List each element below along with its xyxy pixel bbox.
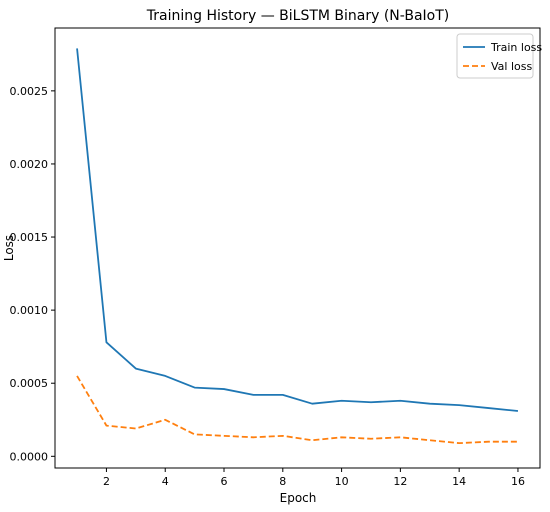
y-axis-label: Loss: [2, 235, 16, 261]
legend-box: [456, 33, 534, 79]
x-tick-label: 10: [335, 475, 349, 488]
y-tick-label: 0.0020: [10, 158, 49, 171]
x-tick-label: 16: [511, 475, 525, 488]
x-axis-label: Epoch: [280, 491, 317, 505]
x-tick-label: 4: [162, 475, 169, 488]
plot-area: [54, 27, 541, 469]
legend-label: Val loss: [491, 60, 532, 73]
legend-label: Train loss: [490, 41, 542, 54]
x-tick-label: 12: [393, 475, 407, 488]
x-tick-label: 14: [452, 475, 466, 488]
series-line-train-loss: [76, 48, 519, 412]
y-tick-label: 0.0025: [10, 85, 49, 98]
legend: Train loss Val loss: [456, 33, 542, 79]
y-tick-label: 0.0015: [10, 231, 49, 244]
series-layer: [76, 48, 519, 445]
x-axis: 2 4 6 8 10 12 14 16: [103, 468, 525, 488]
y-tick-label: 0.0010: [10, 304, 49, 317]
chart-title: Training History — BiLSTM Binary (N-BaIo…: [146, 8, 449, 24]
y-tick-label: 0.0000: [10, 450, 49, 463]
y-tick-label: 0.0005: [10, 377, 49, 390]
x-tick-label: 8: [279, 475, 286, 488]
y-axis: 0.0000 0.0005 0.0010 0.0015 0.0020 0.0025: [10, 85, 55, 463]
series-line-val-loss: [76, 375, 518, 445]
x-tick-label: 2: [103, 475, 110, 488]
x-tick-label: 6: [221, 475, 228, 488]
